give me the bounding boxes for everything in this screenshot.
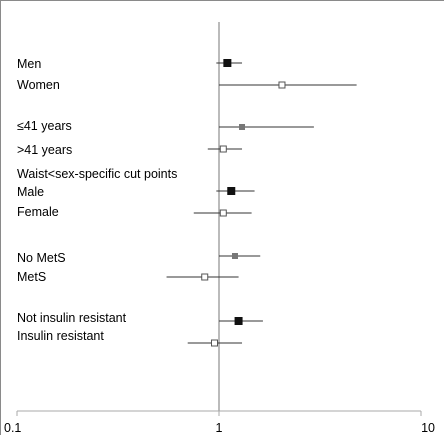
- row-label: Male: [17, 185, 44, 199]
- x-tick-label: 10: [421, 421, 435, 435]
- row-label: Waist<sex-specific cut points: [17, 167, 177, 181]
- point-estimate-marker: [227, 187, 236, 195]
- x-tick-label: 0.1: [4, 421, 21, 435]
- point-estimate-marker: [211, 339, 219, 347]
- point-estimate-marker: [234, 317, 243, 325]
- row-label: >41 years: [17, 143, 72, 157]
- point-estimate-marker: [219, 145, 227, 153]
- row-label: Men: [17, 57, 41, 71]
- x-tick-label: 1: [216, 421, 223, 435]
- point-estimate-marker: [239, 124, 246, 130]
- point-estimate-marker: [219, 209, 227, 217]
- row-label: Insulin resistant: [17, 329, 104, 343]
- row-label: MetS: [17, 270, 46, 284]
- point-estimate-marker: [278, 81, 286, 89]
- point-estimate-marker: [201, 273, 209, 281]
- row-label: ≤41 years: [17, 119, 72, 133]
- row-label: No MetS: [17, 251, 66, 265]
- point-estimate-marker: [231, 253, 238, 259]
- row-label: Female: [17, 205, 59, 219]
- row-label: Women: [17, 78, 60, 92]
- point-estimate-marker: [223, 59, 232, 67]
- row-label: Not insulin resistant: [17, 311, 127, 325]
